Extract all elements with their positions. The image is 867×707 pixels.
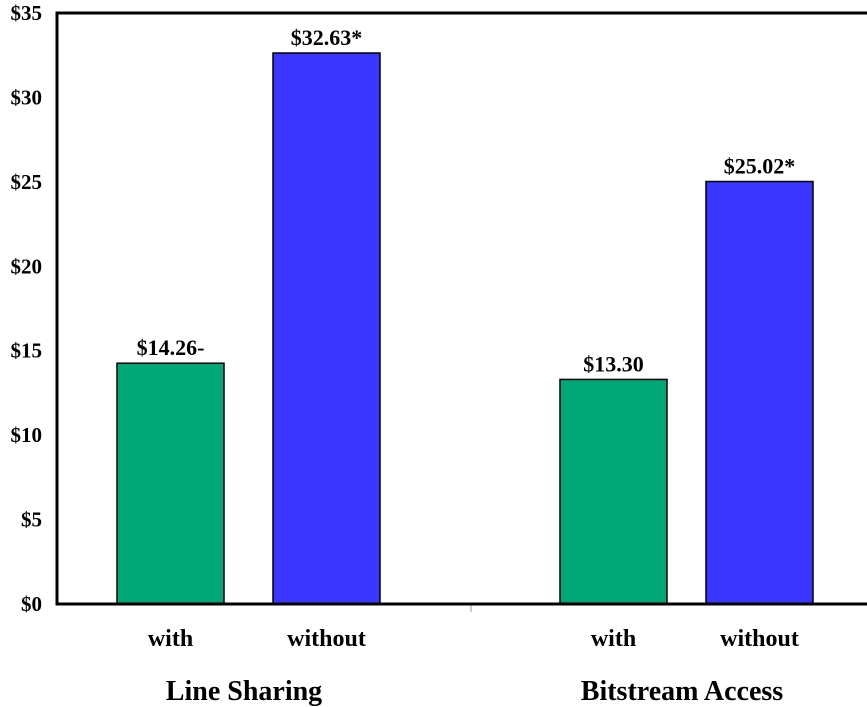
y-tick-label: $0 xyxy=(21,592,42,616)
y-tick-label: $10 xyxy=(11,423,43,447)
category-label: without xyxy=(287,626,366,652)
bar xyxy=(705,180,814,605)
bar xyxy=(272,52,381,605)
y-tick-label: $25 xyxy=(11,170,43,194)
bar-value-label: $13.30 xyxy=(583,351,644,376)
y-tick-label: $15 xyxy=(11,339,43,363)
bar-value-label: $14.26- xyxy=(137,335,205,360)
category-label: with xyxy=(591,626,636,652)
bar xyxy=(559,378,668,605)
y-tick-label: $35 xyxy=(11,1,43,25)
bar-value-label: $32.63* xyxy=(291,25,363,50)
y-tick-label: $20 xyxy=(11,254,43,278)
category-label: without xyxy=(720,626,799,652)
bar xyxy=(116,362,225,605)
bar-value-label: $25.02* xyxy=(724,154,796,179)
y-tick-label: $5 xyxy=(21,508,42,532)
category-label: with xyxy=(148,626,193,652)
group-label: Line Sharing xyxy=(166,676,322,707)
group-label: Bitstream Access xyxy=(581,676,784,707)
y-tick-label: $30 xyxy=(11,85,43,109)
